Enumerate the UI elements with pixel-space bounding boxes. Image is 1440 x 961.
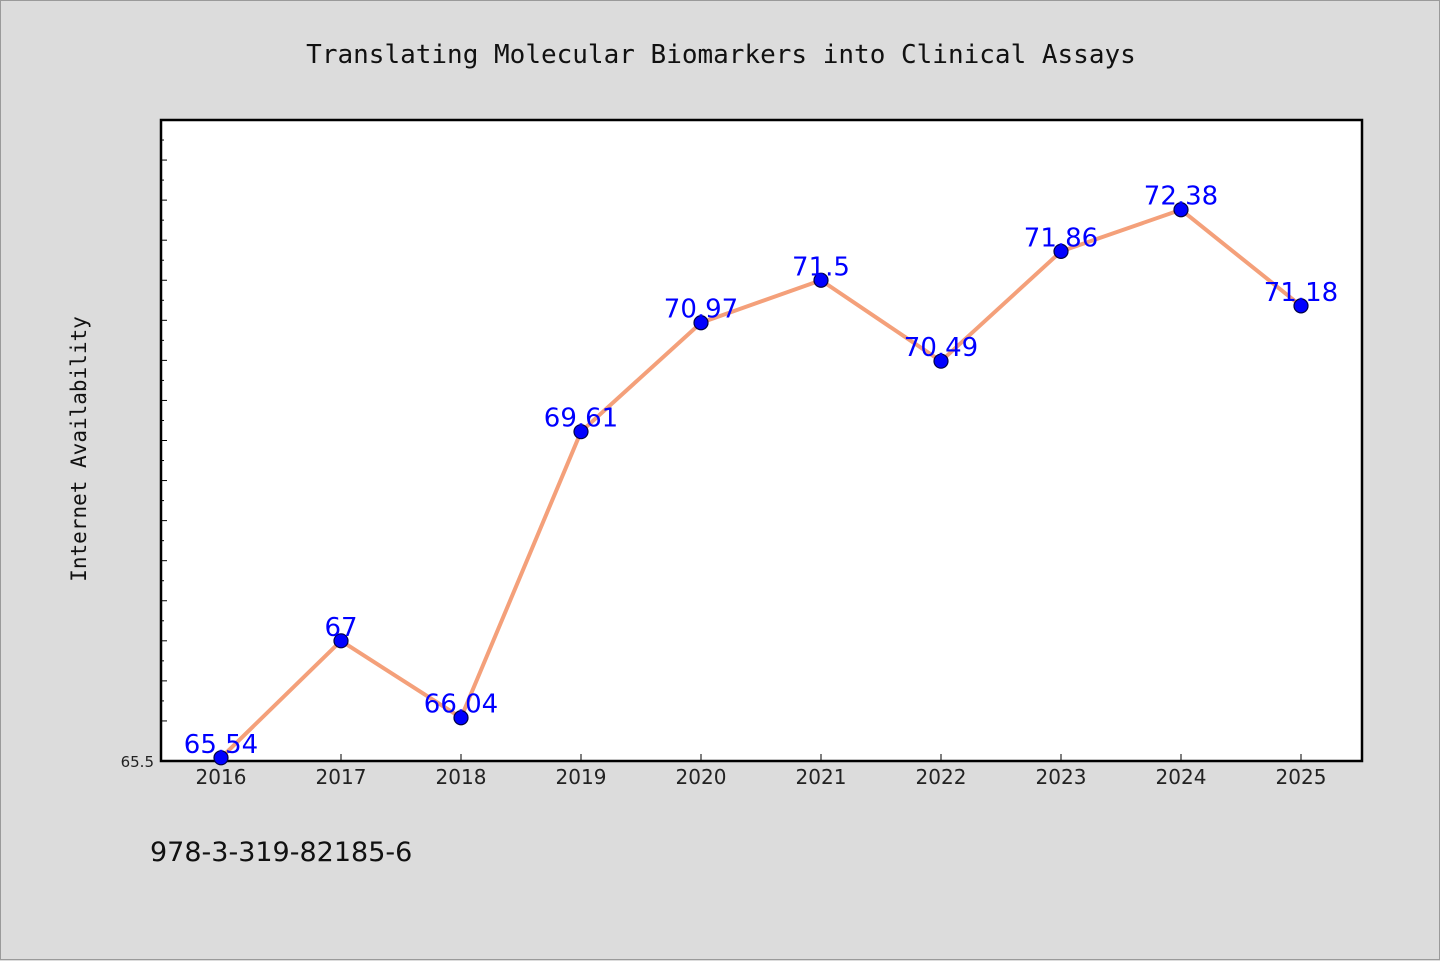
data-label: 71.86 bbox=[1024, 223, 1098, 253]
chart-title: Translating Molecular Biomarkers into Cl… bbox=[306, 40, 1136, 70]
y-axis-label: Internet Availability bbox=[67, 316, 91, 582]
x-tick-label: 2022 bbox=[916, 765, 967, 789]
data-label: 65.54 bbox=[184, 730, 258, 760]
x-tick-label: 2018 bbox=[436, 765, 487, 789]
series-line-group bbox=[213, 202, 1309, 766]
data-label: 69.61 bbox=[544, 404, 618, 434]
data-point bbox=[1053, 243, 1069, 260]
y-axis-ticks: 65.5 bbox=[121, 139, 167, 771]
x-tick-label: 2016 bbox=[196, 765, 247, 789]
data-label: 70.49 bbox=[904, 333, 978, 363]
data-label: 66.04 bbox=[424, 690, 498, 720]
series-line bbox=[219, 207, 1303, 760]
x-tick-label: 2020 bbox=[676, 765, 727, 789]
isbn-text: 978-3-319-82185-6 bbox=[150, 837, 413, 868]
data-labels-group: 65.54 67 66.04 69.61 70.97 71.5 70.49 71.86 72.3… bbox=[184, 182, 1338, 760]
x-tick-label: 2021 bbox=[796, 765, 847, 789]
data-point bbox=[1293, 298, 1309, 314]
data-point bbox=[1173, 202, 1189, 218]
data-label: 70.97 bbox=[664, 295, 738, 325]
data-point bbox=[813, 272, 829, 288]
x-tick-label: 2024 bbox=[1156, 765, 1207, 789]
x-tick-label: 2017 bbox=[316, 765, 367, 789]
x-axis-ticks: 2016 2017 2018 2019 2020 2021 2022 2023 2024 2025 bbox=[196, 754, 1327, 789]
data-point bbox=[573, 424, 589, 440]
data-label: 72.38 bbox=[1144, 182, 1218, 212]
data-point bbox=[213, 750, 229, 766]
y-tick-label: 65.5 bbox=[121, 753, 154, 771]
x-tick-label: 2025 bbox=[1276, 765, 1327, 789]
data-point bbox=[333, 633, 349, 649]
data-point bbox=[933, 353, 949, 369]
x-tick-label: 2023 bbox=[1036, 765, 1087, 789]
data-point bbox=[693, 315, 709, 331]
data-label: 71.5 bbox=[792, 252, 850, 282]
data-point bbox=[453, 710, 469, 726]
x-tick-label: 2019 bbox=[556, 765, 607, 789]
data-label: 71.18 bbox=[1264, 278, 1338, 308]
data-label: 67 bbox=[324, 613, 357, 643]
